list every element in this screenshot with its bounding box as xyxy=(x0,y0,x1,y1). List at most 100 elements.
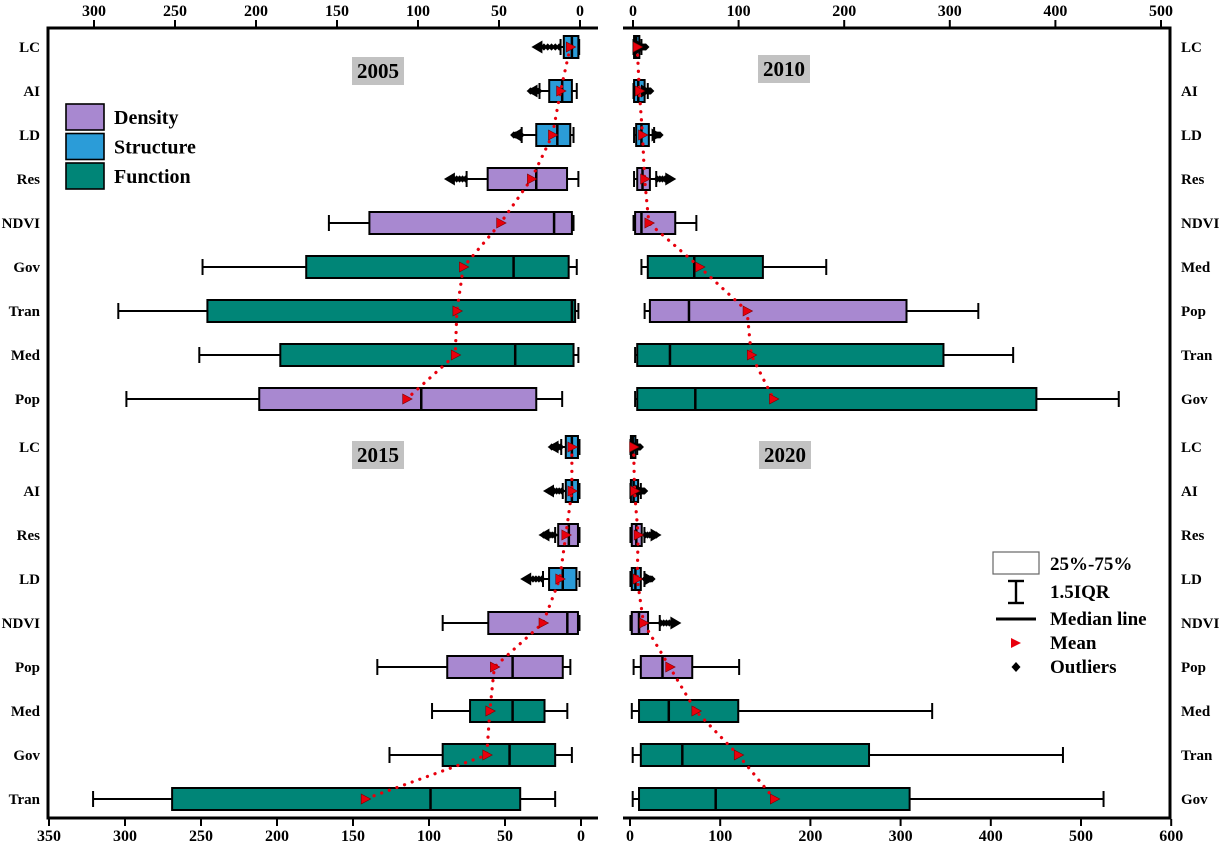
axis-tick-label: 50 xyxy=(491,3,507,20)
axis-tick-label: 0 xyxy=(576,3,584,20)
legend-label-density: Density xyxy=(114,107,178,129)
box-2020-Med xyxy=(638,699,740,723)
axis-tick-label: 100 xyxy=(417,828,441,845)
box-2015-Med xyxy=(469,699,546,723)
mean-marker-2015-NDVI xyxy=(538,617,550,629)
mean-marker-2010-Gov xyxy=(769,393,780,405)
panel-2020: 0 100 200 300 400 500 600 LC AI Res LD NDVI Pop Med Tr… xyxy=(626,435,1219,845)
mean-marker-2005-LC xyxy=(565,41,577,53)
row-2015-NDVI: NDVI xyxy=(2,611,581,635)
mean-marker-2015-LD xyxy=(555,573,566,585)
category-label-Gov: Gov xyxy=(1181,392,1208,408)
axis-tick-label: 300 xyxy=(82,3,106,20)
axis-tick-label: 250 xyxy=(189,828,213,845)
mean-marker-2005-Pop xyxy=(402,393,413,405)
category-label-Tran: Tran xyxy=(1181,348,1213,364)
category-label-Med: Med xyxy=(1181,260,1211,276)
row-2020-Pop: Pop xyxy=(632,655,1206,679)
row-2010-LD: LD xyxy=(633,123,1202,147)
axis-tick-label: 100 xyxy=(708,828,732,845)
box-2015-NDVI xyxy=(487,611,579,635)
row-2010-AI: AI xyxy=(632,79,1198,103)
axis-tick-label: 200 xyxy=(265,828,289,845)
axis-tick-label: 150 xyxy=(325,3,349,20)
panel-title-2015: 2015 xyxy=(357,443,399,467)
outlier-arrow xyxy=(651,128,663,142)
row-2015-Tran: Tran xyxy=(9,787,557,811)
outlier-diamond xyxy=(555,43,563,51)
mean-marker-2005-Res xyxy=(527,173,538,185)
row-2005-Tran: Tran xyxy=(9,299,580,323)
mean-marker-2010-Tran xyxy=(746,349,758,361)
axis-tick-label: 500 xyxy=(1069,828,1093,845)
outlier-diamond xyxy=(544,43,552,51)
category-label-NDVI: NDVI xyxy=(2,616,40,632)
row-2005-Med: Med xyxy=(11,343,580,367)
row-2015-Res: Res xyxy=(17,523,581,547)
category-label-Pop: Pop xyxy=(1181,660,1206,676)
axis-tick-label: 150 xyxy=(341,828,365,845)
category-label-NDVI: NDVI xyxy=(1181,616,1219,632)
stat-legend-median-label: Median line xyxy=(1050,609,1147,630)
panel-title-bg-2015 xyxy=(352,441,404,469)
row-2015-Pop: Pop xyxy=(15,655,572,679)
category-label-Tran: Tran xyxy=(9,792,41,808)
row-2015-AI: AI xyxy=(23,479,581,503)
stat-legend-outliers-label: Outliers xyxy=(1050,657,1117,678)
row-2010-Tran: Tran xyxy=(634,343,1213,367)
mean-marker-2020-Med xyxy=(691,705,702,717)
axis-tick-label: 200 xyxy=(244,3,268,20)
outlier-diamond xyxy=(547,43,556,51)
mean-marker-2010-Med xyxy=(695,261,706,273)
mean-marker-2005-Med xyxy=(450,349,462,361)
outlier-arrow xyxy=(670,616,682,630)
mean-marker-2020-Tran xyxy=(733,749,745,761)
category-label-Gov: Gov xyxy=(13,260,40,276)
legend-label-structure: Structure xyxy=(114,137,196,159)
outlier-arrow xyxy=(641,84,653,98)
category-label-Tran: Tran xyxy=(9,304,41,320)
panel-2010: 0 100 200 300 400 500 LC AI LD Res NDVI Med Pop Tran G… xyxy=(629,3,1219,411)
box-2005-Med xyxy=(279,343,575,367)
row-2015-LD: LD xyxy=(19,567,581,591)
stat-legend-box-label: 25%-75% xyxy=(1050,554,1132,575)
box-2010-Tran xyxy=(636,343,945,367)
mean-marker-2020-Gov xyxy=(770,793,781,805)
axis-tick-label: 100 xyxy=(727,3,751,20)
box-2015-Gov xyxy=(441,743,557,767)
mean-marker-2010-LD xyxy=(638,129,649,141)
outlier-arrow xyxy=(520,572,532,586)
row-2020-AI: AI xyxy=(629,479,1198,503)
panel-2015: 350 300 250 200 150 100 50 0 LC AI Res LD NDVI Pop Med… xyxy=(2,435,585,845)
stat-legend: 25%-75% 1.5IQR Median line Mean Outliers xyxy=(992,551,1147,678)
group-legend: Density Structure Function xyxy=(65,103,196,190)
axis-tick-label: 200 xyxy=(832,3,856,20)
row-2010-Med: Med xyxy=(640,255,1211,279)
panel-title-2020: 2020 xyxy=(764,443,806,467)
mean-marker-2005-Tran xyxy=(452,305,464,317)
outlier-arrow xyxy=(547,440,559,454)
legend-swatch-structure xyxy=(65,132,105,161)
category-label-NDVI: NDVI xyxy=(2,216,40,232)
outliers-icon xyxy=(1011,662,1021,672)
axis-tick-label: 350 xyxy=(37,828,61,845)
box-2010-Gov xyxy=(636,387,1038,411)
row-2010-Gov: Gov xyxy=(634,387,1208,411)
category-label-LD: LD xyxy=(1181,572,1202,588)
mean-marker-2005-LD xyxy=(548,129,559,141)
category-label-Res: Res xyxy=(1181,528,1204,544)
mean-marker-2015-Pop xyxy=(490,661,501,673)
axis-tick-label: 400 xyxy=(1043,3,1067,20)
mean-marker-2020-Pop xyxy=(665,661,676,673)
mean-marker-2020-LC xyxy=(629,441,640,453)
mean-marker-2010-LC xyxy=(632,41,644,53)
row-2015-Gov: Gov xyxy=(13,743,573,767)
category-label-LC: LC xyxy=(19,40,40,56)
box-2005-Pop xyxy=(258,387,538,411)
category-label-AI: AI xyxy=(23,484,40,500)
panel-title-bg-2010 xyxy=(758,55,810,83)
row-2020-Gov: Gov xyxy=(631,787,1208,811)
row-2010-NDVI: NDVI xyxy=(632,211,1219,235)
category-label-LC: LC xyxy=(19,440,40,456)
category-label-Gov: Gov xyxy=(1181,792,1208,808)
